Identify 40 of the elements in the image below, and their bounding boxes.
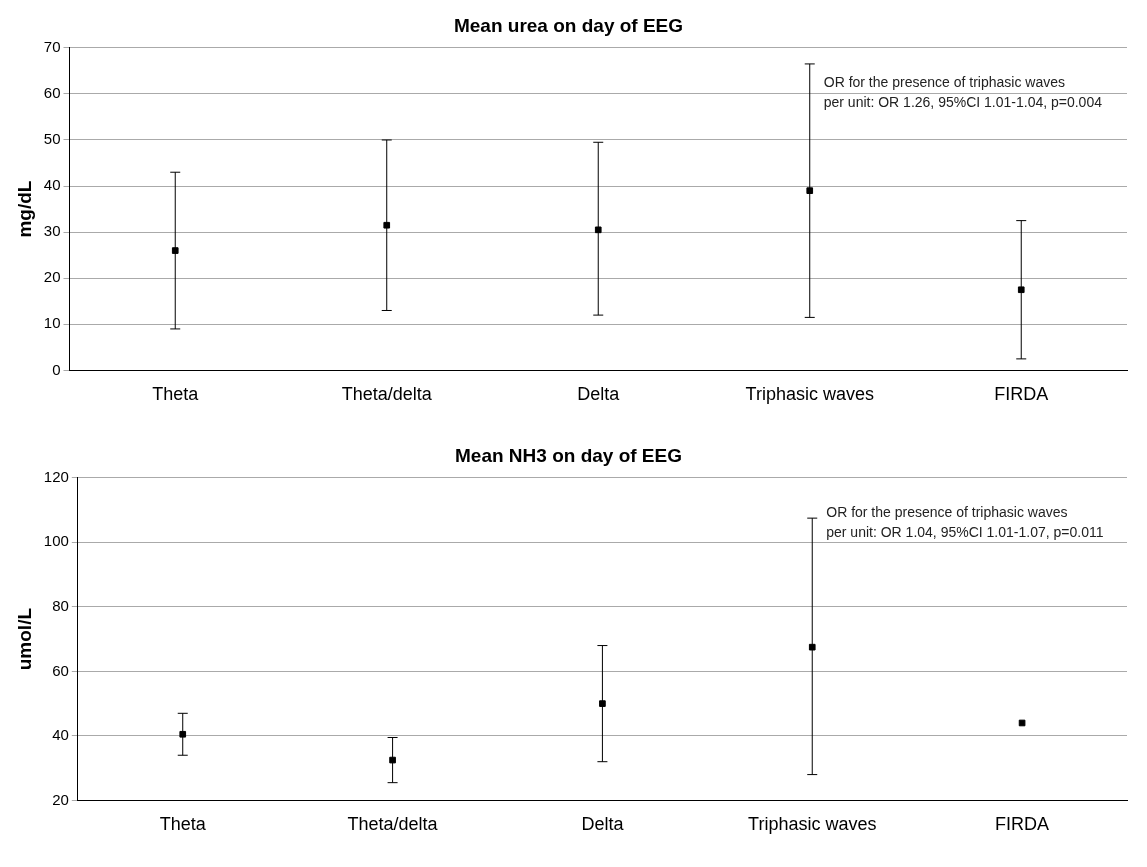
y-tick-label: 60 (43, 84, 61, 102)
point (389, 756, 396, 764)
y-tick-label: 40 (52, 726, 69, 744)
y-tick-label: 70 (43, 37, 61, 55)
point (1018, 719, 1026, 727)
x-tick-label: Theta (152, 384, 200, 405)
y-tick-label: 20 (52, 790, 69, 808)
y-tick-label: 30 (43, 222, 61, 240)
point (179, 730, 187, 738)
y-tick-label: 50 (43, 130, 61, 148)
x-tick-label: Theta (159, 814, 207, 835)
x-tick-label: FIRDA (995, 814, 1050, 835)
chart-title: Mean urea on day of EEG (453, 14, 684, 36)
point (599, 700, 606, 707)
x-tick-label: Triphasic waves (745, 384, 874, 405)
y-tick-label: 60 (52, 661, 69, 679)
y-tick-label: 80 (52, 596, 69, 614)
x-tick-label: Delta (581, 814, 625, 835)
point (808, 643, 816, 651)
y-axis-title: mg/dL (13, 180, 35, 238)
x-tick-label: Delta (577, 384, 621, 405)
chart-title: Mean NH3 on day of EEG (455, 444, 682, 466)
point (383, 221, 391, 229)
x-tick-label: Triphasic waves (748, 814, 877, 835)
point (171, 247, 179, 254)
y-tick-label: 10 (43, 314, 61, 332)
y-axis-title: umol/L (13, 607, 35, 671)
x-tick-label: Theta/delta (341, 384, 433, 405)
x-tick-label: FIRDA (994, 384, 1049, 405)
y-tick-label: 20 (43, 268, 61, 286)
annotation: OR for the presence of triphasic waves per unit: OR 1.04, 95%CI 1.01-1.07, p=0.011 (826, 503, 1104, 540)
point (806, 187, 814, 194)
y-tick-label: 100 (43, 532, 69, 550)
point (594, 226, 602, 234)
point (1017, 286, 1025, 294)
y-tick-label: 40 (43, 176, 61, 194)
y-tick-label: 0 (52, 360, 61, 378)
x-tick-label: Theta/delta (347, 814, 439, 835)
y-tick-label: 120 (43, 467, 69, 485)
annotation: OR for the presence of triphasic waves per unit: OR 1.26, 95%CI 1.01-1.04, p=0.004 (823, 73, 1103, 110)
